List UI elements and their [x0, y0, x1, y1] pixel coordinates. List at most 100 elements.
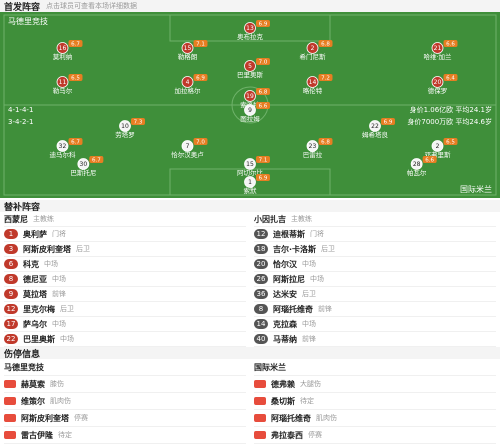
- injury-player: 阿瑙托维奇 肌肉伤: [254, 410, 496, 427]
- player-shirt: [244, 60, 256, 72]
- player-rating: 6.9: [196, 76, 205, 82]
- injury-icon: [4, 397, 16, 405]
- player-name: 阿斯皮利奎塔: [21, 413, 69, 423]
- rating-badge: [443, 40, 458, 47]
- player-rating: 7.0: [196, 140, 205, 146]
- sub-player[interactable]: 14 克拉森 中场: [254, 317, 496, 332]
- player-shirt: [306, 42, 319, 54]
- player-number: 1: [4, 229, 18, 239]
- player-name: 马蒂纳: [273, 334, 297, 344]
- player-name: 加拉格尔: [175, 86, 202, 95]
- player-name: 勒格朗: [178, 52, 198, 61]
- player-rating: 6.7: [71, 140, 80, 146]
- player-name: 吉尔·卡洛斯: [273, 244, 317, 254]
- player-name: 阿瑙托维奇: [273, 304, 313, 314]
- player-name: 姆希塔良: [362, 130, 389, 139]
- player-name: 迪根蒂斯: [273, 229, 305, 239]
- coach-row: 小因扎吉 主教练: [254, 212, 496, 227]
- player-rating: 7.2: [321, 76, 330, 82]
- title: 首发阵容: [4, 2, 41, 13]
- sub-player[interactable]: 22 巴里奥斯 中场: [4, 332, 246, 347]
- sub-player[interactable]: 40 马蒂纳 前锋: [254, 332, 496, 347]
- player-shirt: [244, 104, 256, 116]
- sub-player[interactable]: 3 阿斯皮利奎塔 后卫: [4, 242, 246, 257]
- player-number: 13: [246, 25, 254, 32]
- rating-badge: [68, 40, 83, 47]
- injury-player: 德弗赖 大腿伤: [254, 376, 496, 393]
- injury-player: 阿斯皮利奎塔 停赛: [4, 410, 246, 427]
- injury-status: 肌肉伤: [316, 414, 337, 422]
- sub-player[interactable]: 18 吉尔·卡洛斯 后卫: [254, 242, 496, 257]
- injury-player: 雷古伊隆 待定: [4, 427, 246, 444]
- player-shirt: [244, 22, 256, 34]
- player-position: 中场: [302, 320, 316, 328]
- sub-player[interactable]: 8 阿瑙托维奇 前锋: [254, 302, 496, 317]
- player-shirt: [181, 76, 194, 88]
- sub-player[interactable]: 26 阿斯拉尼 中场: [254, 272, 496, 287]
- sub-player[interactable]: 1 奥利萨 门将: [4, 227, 246, 242]
- player-number: 1: [248, 179, 252, 186]
- player-number: 11: [59, 79, 67, 86]
- injury-player: 桑切斯 待定: [254, 393, 496, 410]
- player-position: 后卫: [302, 290, 316, 298]
- player-name: 德弗赖: [271, 379, 295, 389]
- player-position: 中场: [52, 320, 66, 328]
- player-shirt: [181, 140, 194, 152]
- team-name: 马德里竞技: [4, 362, 44, 372]
- player-rating: 7.0: [259, 60, 268, 66]
- player-position: 前锋: [318, 305, 332, 313]
- sub-player[interactable]: 6 科克 中场: [4, 257, 246, 272]
- sub-player[interactable]: 20 恰尔汉 中场: [254, 257, 496, 272]
- coach-name: 西蒙尼: [4, 214, 28, 224]
- sub-player[interactable]: 9 莫拉塔 前锋: [4, 287, 246, 302]
- injury-icon: [254, 380, 266, 388]
- player-position: 后卫: [76, 245, 90, 253]
- rating-badge: [256, 58, 270, 65]
- section-title: 替补阵容: [0, 200, 500, 213]
- sub-player[interactable]: 12 里克尔梅 后卫: [4, 302, 246, 317]
- player-name: 巴斯托尼: [70, 168, 96, 177]
- player-shirt: [431, 76, 444, 88]
- player-position: 门将: [310, 230, 324, 238]
- player-name: 阿切尔比: [237, 168, 264, 177]
- player-number: 20: [254, 259, 268, 269]
- player-shirt: [77, 158, 90, 170]
- sub-player[interactable]: 36 达米安 后卫: [254, 287, 496, 302]
- player-number: 8: [4, 274, 18, 284]
- player-rating: 6.9: [259, 176, 268, 182]
- sub-player[interactable]: 8 德尼亚 中场: [4, 272, 246, 287]
- rating-badge: [256, 88, 270, 95]
- player-rating: 7.3: [134, 120, 143, 126]
- sub-player[interactable]: 17 萨乌尔 中场: [4, 317, 246, 332]
- rating-badge: [131, 118, 145, 125]
- injury-status: 膝伤: [50, 380, 64, 388]
- note: 点击球员可查看本场详细数据: [46, 2, 138, 10]
- injury-column: 马德里竞技 赫莫索 膝伤 维策尔 肌肉伤 阿斯皮利奎塔 停赛 雷古伊隆 待定: [0, 359, 250, 444]
- sub-player[interactable]: 12 迪根蒂斯 门将: [254, 227, 496, 242]
- section-title: 伤停信息: [0, 347, 500, 360]
- rating-badge: [256, 156, 270, 163]
- player-name: 帕瓦尔: [407, 168, 427, 177]
